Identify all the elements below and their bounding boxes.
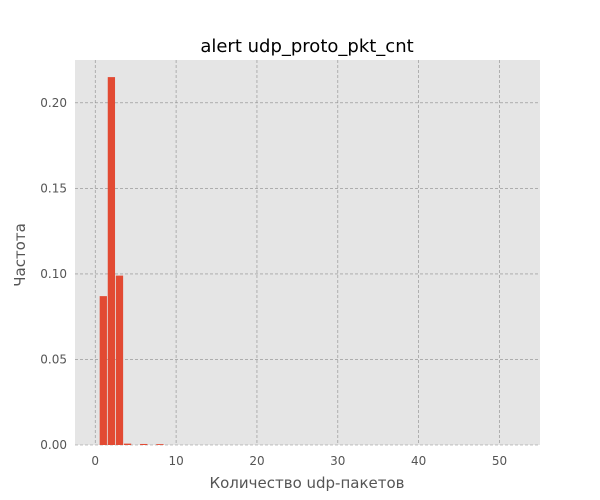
x-tick-label: 0 xyxy=(91,454,99,468)
x-tick-label: 10 xyxy=(168,454,183,468)
bar xyxy=(107,77,116,445)
bar xyxy=(156,444,164,445)
bar xyxy=(115,275,124,445)
bars xyxy=(99,77,164,445)
y-tick-label: 0.15 xyxy=(40,181,67,195)
bar xyxy=(140,443,148,445)
x-tick-label: 20 xyxy=(249,454,264,468)
y-tick-label: 0.00 xyxy=(40,438,67,452)
x-tick-label: 50 xyxy=(492,454,507,468)
chart-title: alert udp_proto_pkt_cnt xyxy=(200,36,413,57)
tick-labels: 0 10 20 30 40 50 0.00 0.05 0.10 0.15 0.20 xyxy=(40,96,507,468)
y-axis-label: Частота xyxy=(11,223,29,287)
y-tick-label: 0.05 xyxy=(40,352,67,366)
x-tick-label: 30 xyxy=(330,454,345,468)
y-tick-label: 0.20 xyxy=(40,96,67,110)
bar xyxy=(123,443,132,445)
y-tick-label: 0.10 xyxy=(40,267,67,281)
grid-lines xyxy=(75,60,540,446)
x-axis-label: Количество udp-пакетов xyxy=(209,474,404,492)
bar xyxy=(99,296,107,445)
plot-area xyxy=(75,60,540,445)
x-tick-label: 40 xyxy=(411,454,426,468)
